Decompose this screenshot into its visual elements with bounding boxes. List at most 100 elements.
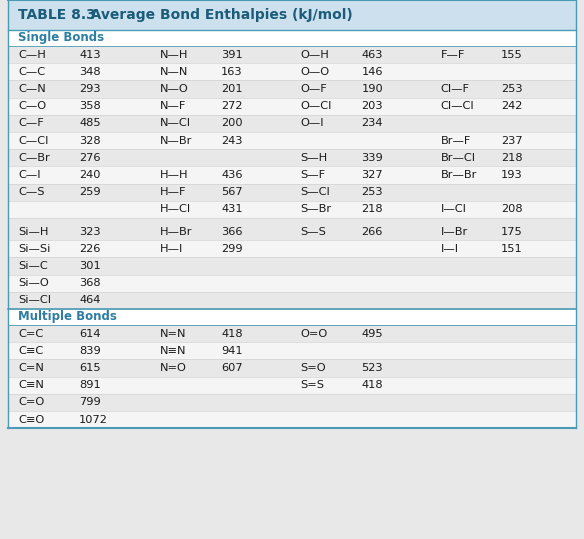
Text: 253: 253 [501,84,523,94]
Text: N≡N: N≡N [160,346,187,356]
Text: N—O: N—O [160,84,189,94]
Text: C—C: C—C [18,67,46,77]
Text: 266: 266 [361,226,383,237]
Bar [8,30,576,46]
Text: 607: 607 [221,363,242,373]
Text: S=S: S=S [301,380,325,390]
Text: Single Bonds: Single Bonds [18,31,105,45]
Text: S—Br: S—Br [301,204,332,215]
Bar [8,167,576,184]
Text: 418: 418 [221,329,242,338]
Text: 237: 237 [501,136,523,146]
Text: S=O: S=O [301,363,326,373]
Text: S—F: S—F [301,170,326,180]
Text: Si—Cl: Si—Cl [18,295,51,306]
Text: 193: 193 [501,170,523,180]
Text: C—O: C—O [18,101,46,111]
Text: C=N: C=N [18,363,44,373]
Bar [8,218,576,223]
Text: C—I: C—I [18,170,41,180]
Text: S—Cl: S—Cl [301,187,331,197]
Text: 839: 839 [79,346,101,356]
Text: 240: 240 [79,170,100,180]
Text: O=O: O=O [301,329,328,338]
Text: 418: 418 [361,380,383,390]
Text: 891: 891 [79,380,101,390]
Text: Cl—Cl: Cl—Cl [441,101,474,111]
Text: 463: 463 [361,50,383,60]
Text: 151: 151 [501,244,523,254]
Text: C—Br: C—Br [18,153,50,163]
Text: N—H: N—H [160,50,189,60]
Text: C—H: C—H [18,50,46,60]
Text: N=N: N=N [160,329,187,338]
Text: Si—Si: Si—Si [18,244,51,254]
Text: S—H: S—H [301,153,328,163]
Bar [8,223,576,240]
Text: 941: 941 [221,346,242,356]
Bar [8,184,576,201]
Bar [8,0,576,30]
Text: 339: 339 [361,153,383,163]
Text: 368: 368 [79,278,100,288]
Text: S—S: S—S [301,226,326,237]
Text: 203: 203 [361,101,383,111]
Text: I—Br: I—Br [441,226,468,237]
Text: 218: 218 [361,204,383,215]
Text: 293: 293 [79,84,100,94]
Text: 358: 358 [79,101,101,111]
Text: Br—F: Br—F [441,136,471,146]
Text: 366: 366 [221,226,242,237]
Bar [8,274,576,292]
Text: 327: 327 [361,170,383,180]
Text: Si—H: Si—H [18,226,48,237]
Text: Multiple Bonds: Multiple Bonds [18,310,117,323]
Bar [8,360,576,377]
Text: 208: 208 [501,204,523,215]
Bar [8,240,576,258]
Text: 272: 272 [221,101,242,111]
Text: N—Cl: N—Cl [160,119,191,128]
Text: C—Cl: C—Cl [18,136,48,146]
Text: 464: 464 [79,295,100,306]
Text: Average Bond Enthalpies (kJ/mol): Average Bond Enthalpies (kJ/mol) [77,8,353,22]
Text: 175: 175 [501,226,523,237]
Text: C—S: C—S [18,187,45,197]
Text: 328: 328 [79,136,100,146]
Text: I—I: I—I [441,244,459,254]
Text: 523: 523 [361,363,383,373]
Text: Cl—F: Cl—F [441,84,470,94]
Text: O—H: O—H [301,50,329,60]
Text: 234: 234 [361,119,383,128]
Text: 323: 323 [79,226,100,237]
Text: 276: 276 [79,153,100,163]
Text: 495: 495 [361,329,383,338]
Text: C—N: C—N [18,84,46,94]
Text: 485: 485 [79,119,100,128]
Bar [8,149,576,167]
Text: 146: 146 [361,67,383,77]
Text: 226: 226 [79,244,100,254]
Text: 391: 391 [221,50,243,60]
Text: F—F: F—F [441,50,465,60]
Bar [8,342,576,360]
Text: 799: 799 [79,397,101,407]
Text: 348: 348 [79,67,100,77]
Bar [8,115,576,132]
Bar [8,292,576,309]
Text: 163: 163 [221,67,242,77]
Text: H—Br: H—Br [160,226,193,237]
Text: N=O: N=O [160,363,187,373]
Text: 301: 301 [79,261,101,271]
Text: C≡C: C≡C [18,346,43,356]
Text: 243: 243 [221,136,242,146]
Text: 567: 567 [221,187,242,197]
Bar [8,46,576,63]
Text: TABLE 8.3: TABLE 8.3 [18,8,96,22]
Text: 436: 436 [221,170,242,180]
Text: 615: 615 [79,363,100,373]
Text: H—Cl: H—Cl [160,204,192,215]
Text: 201: 201 [221,84,242,94]
Bar [8,325,576,342]
Bar [8,80,576,98]
